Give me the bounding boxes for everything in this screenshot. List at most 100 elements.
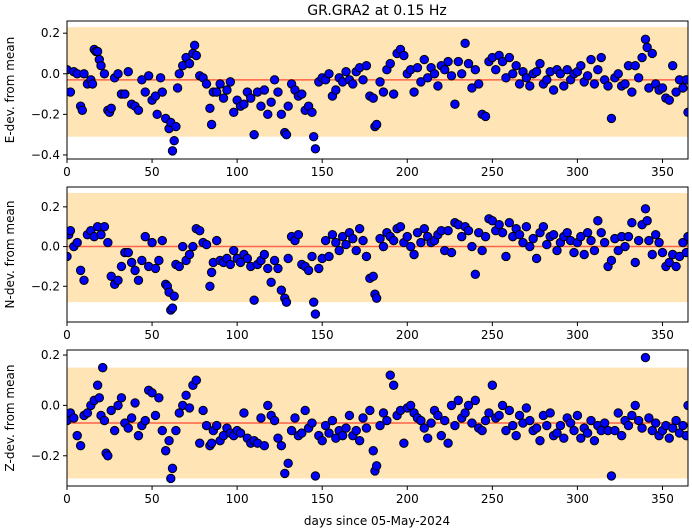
data-point-e <box>603 81 613 91</box>
data-point-e <box>174 69 184 79</box>
x-tick-label-n: 200 <box>396 328 419 342</box>
data-point-n <box>308 297 319 307</box>
data-point-e <box>310 144 321 154</box>
data-point-n <box>358 235 368 246</box>
data-point-z <box>671 415 681 426</box>
data-point-e <box>259 85 270 95</box>
data-point-e <box>576 60 586 71</box>
data-point-n <box>599 237 610 248</box>
data-point-n <box>521 222 532 232</box>
data-point-e <box>416 77 426 87</box>
data-point-e <box>457 69 467 79</box>
data-point-z <box>460 408 470 418</box>
data-point-z <box>494 410 504 421</box>
data-point-z <box>354 435 365 446</box>
data-point-n <box>205 281 215 291</box>
data-point-e <box>657 83 668 93</box>
data-point-n <box>174 261 184 272</box>
data-point-z <box>273 433 283 443</box>
data-point-e <box>525 81 535 91</box>
data-point-n <box>126 257 137 268</box>
data-point-z <box>467 418 477 428</box>
x-axis-label: days since 05-May-2024 <box>304 514 450 528</box>
data-point-z <box>126 413 137 423</box>
data-point-n <box>501 251 511 262</box>
data-point-e <box>644 83 654 93</box>
data-point-e <box>184 58 195 69</box>
data-point-e <box>399 50 409 61</box>
data-point-e <box>331 85 341 95</box>
data-point-z <box>419 423 429 433</box>
data-point-z <box>501 425 511 436</box>
data-point-n <box>368 271 378 282</box>
data-point-n <box>674 251 685 262</box>
data-point-z <box>644 413 654 423</box>
data-point-e <box>225 77 236 87</box>
data-point-n <box>642 216 652 226</box>
data-point-z <box>341 423 351 433</box>
data-point-z <box>167 463 178 474</box>
axes-frame-n <box>66 186 689 323</box>
data-point-z <box>154 393 164 403</box>
data-point-e <box>470 65 481 75</box>
data-point-e <box>67 87 76 97</box>
data-point-z <box>664 433 674 443</box>
data-point-n <box>494 220 504 230</box>
data-point-n <box>113 275 123 286</box>
data-point-z <box>103 451 113 461</box>
data-point-z <box>368 446 378 456</box>
data-point-e <box>555 69 566 79</box>
data-point-n <box>188 241 198 252</box>
data-point-n <box>613 245 623 256</box>
data-point-z <box>94 393 105 403</box>
data-point-e <box>589 79 600 89</box>
data-point-n <box>627 218 637 228</box>
data-point-e <box>266 97 276 107</box>
data-point-z <box>75 441 86 451</box>
data-point-e <box>467 83 477 93</box>
data-point-z <box>276 441 287 451</box>
data-point-n <box>201 239 212 250</box>
data-point-e <box>297 89 307 99</box>
data-point-n <box>99 222 110 232</box>
data-point-e <box>474 79 484 89</box>
x-tick-label-e: 100 <box>226 165 249 179</box>
data-point-n <box>147 237 157 248</box>
data-point-z <box>627 410 637 421</box>
data-point-z <box>123 423 133 433</box>
x-tick-label-z: 100 <box>226 492 249 506</box>
data-point-n <box>552 245 562 256</box>
data-point-e <box>281 129 292 140</box>
data-point-e <box>681 75 688 85</box>
data-point-n <box>412 227 423 238</box>
data-point-n <box>647 249 657 260</box>
data-point-z <box>300 405 310 416</box>
data-point-n <box>582 227 593 238</box>
data-point-z <box>450 420 460 431</box>
data-point-z <box>630 400 640 411</box>
data-point-z <box>140 415 150 426</box>
data-point-e <box>521 73 532 83</box>
data-point-e <box>542 75 552 85</box>
data-point-z <box>576 433 586 443</box>
data-point-e <box>140 87 150 97</box>
data-point-e <box>460 38 470 49</box>
data-point-n <box>67 225 76 236</box>
data-point-n <box>528 233 538 244</box>
data-point-e <box>504 52 515 63</box>
data-point-z <box>280 468 290 479</box>
data-point-e <box>491 65 501 75</box>
data-point-n <box>314 263 324 274</box>
data-point-e <box>422 73 433 83</box>
data-point-z <box>511 430 521 441</box>
data-point-n <box>273 263 283 274</box>
data-point-e <box>375 77 385 87</box>
data-point-z <box>453 395 464 406</box>
data-point-n <box>542 239 552 250</box>
data-point-e <box>256 101 266 111</box>
data-point-n <box>103 237 113 248</box>
data-point-z <box>69 413 79 423</box>
data-point-e <box>273 87 283 97</box>
data-point-e <box>671 87 681 97</box>
x-tick-label-n: 150 <box>311 328 334 342</box>
